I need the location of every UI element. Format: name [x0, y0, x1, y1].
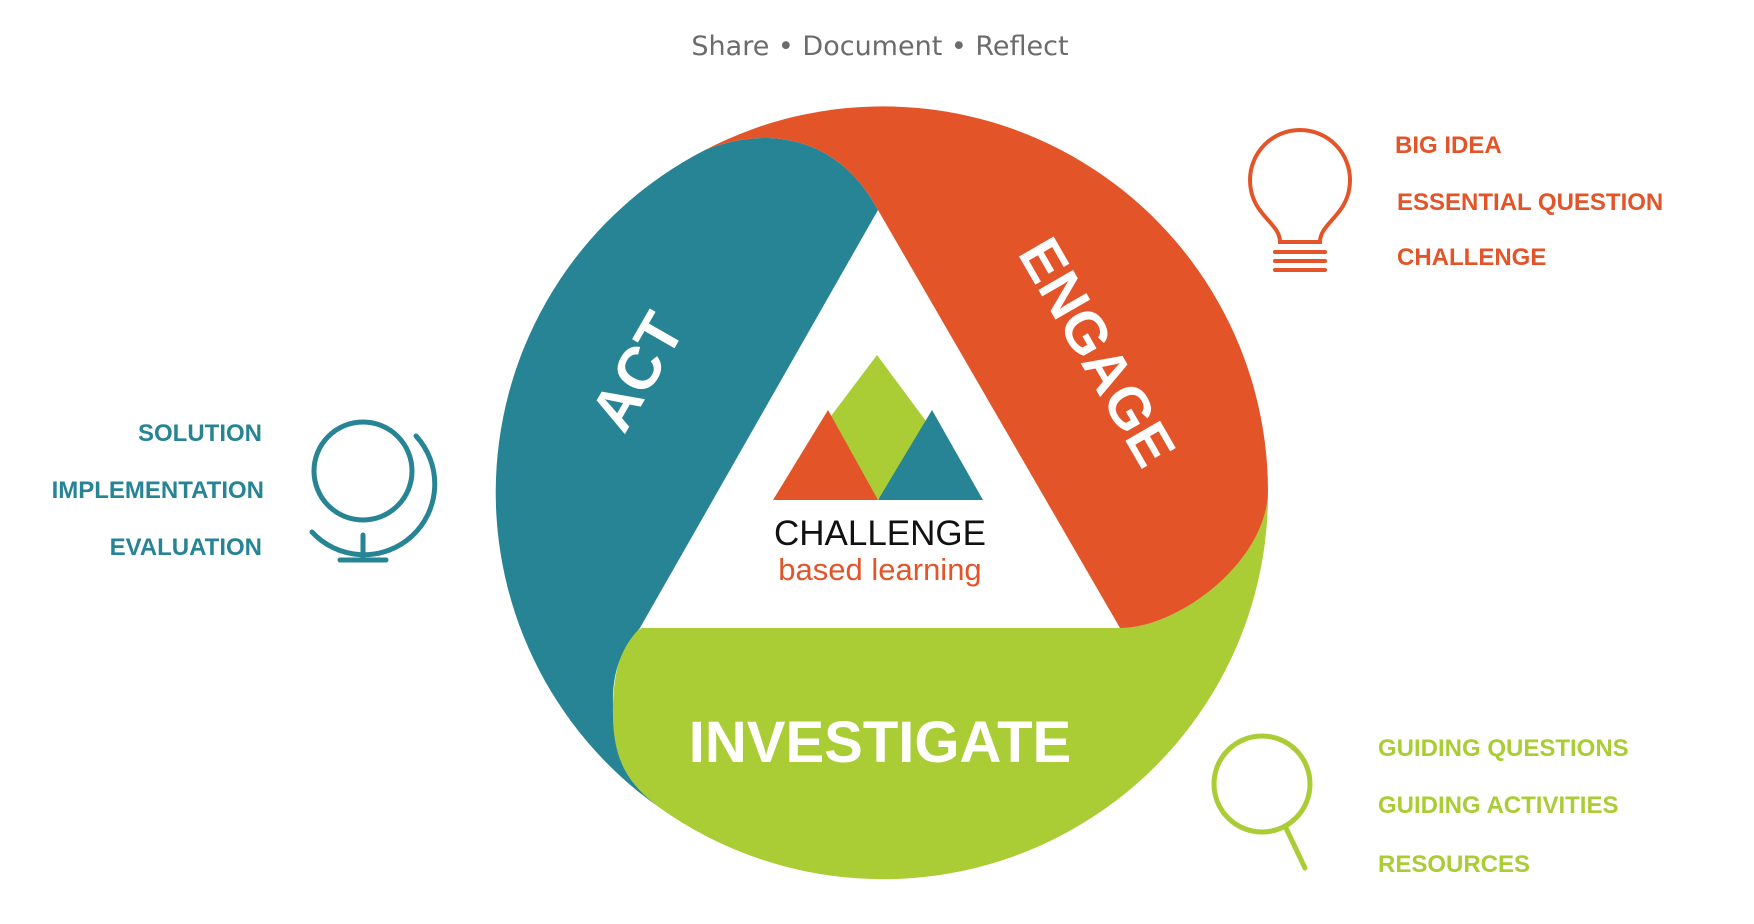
engage-items-list: BIG IDEA ESSENTIAL QUESTION CHALLENGE	[1395, 132, 1663, 271]
list-item: EVALUATION	[110, 534, 262, 561]
act-segment	[495, 138, 878, 808]
list-item: BIG IDEA	[1395, 132, 1502, 159]
engage-segment	[705, 106, 1268, 628]
logo-mountains	[773, 355, 983, 500]
cycle-circle	[495, 106, 1269, 880]
logo-mountain-orange	[773, 410, 878, 500]
list-item: ESSENTIAL QUESTION	[1397, 189, 1663, 216]
list-item: RESOURCES	[1378, 851, 1530, 878]
list-item: IMPLEMENTATION	[52, 477, 264, 504]
investigate-items-list: GUIDING QUESTIONS GUIDING ACTIVITIES RES…	[1378, 735, 1629, 878]
tagline: Share • Document • Reflect	[691, 31, 1068, 62]
act-items-list: SOLUTION IMPLEMENTATION EVALUATION	[52, 420, 264, 561]
logo-mountain-teal	[878, 410, 983, 500]
logo-subtitle: based learning	[778, 552, 981, 587]
list-item: SOLUTION	[138, 420, 262, 447]
lightbulb-icon	[1247, 128, 1353, 272]
logo-title: CHALLENGE	[774, 514, 986, 553]
phase-label-investigate: INVESTIGATE	[689, 710, 1071, 775]
investigate-segment	[612, 490, 1269, 880]
list-item: GUIDING ACTIVITIES	[1378, 792, 1618, 819]
list-item: CHALLENGE	[1397, 244, 1546, 271]
magnifier-icon	[1211, 733, 1313, 871]
globe-icon	[309, 419, 438, 563]
list-item: GUIDING QUESTIONS	[1378, 735, 1629, 762]
